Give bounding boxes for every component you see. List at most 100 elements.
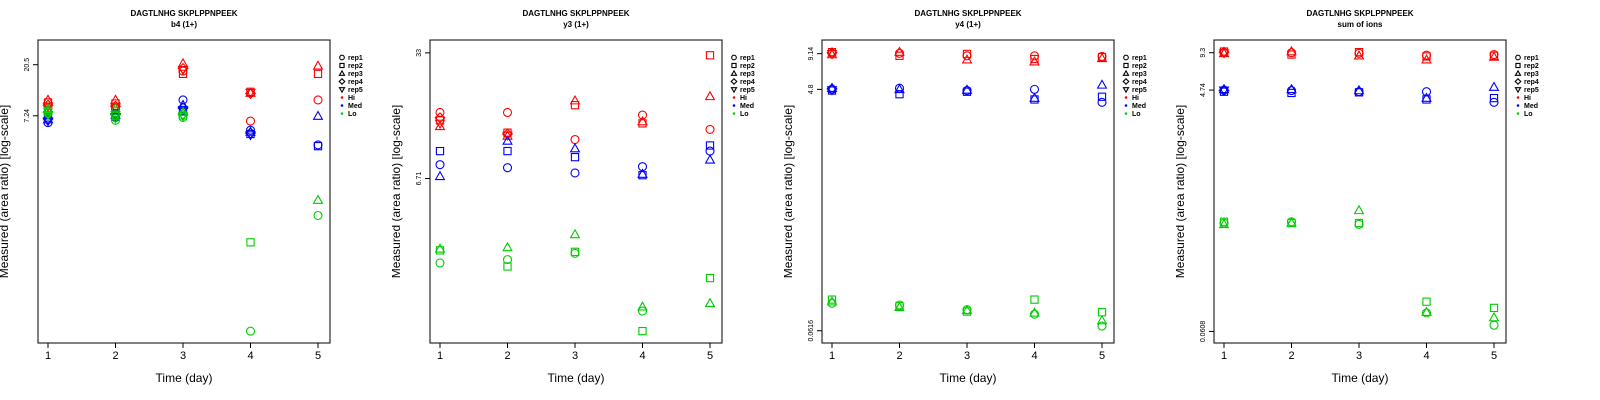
data-point-lo-rep2 bbox=[1422, 297, 1431, 306]
legend-marker-rep1 bbox=[1515, 54, 1521, 61]
legend-label: rep5 bbox=[348, 87, 363, 94]
data-point-lo-rep3 bbox=[961, 304, 973, 315]
data-point-med-rep4 bbox=[42, 113, 54, 125]
x-tick-label: 2 bbox=[896, 350, 902, 362]
chart-title: DAGTLNHG SKPLPPNPEEK bbox=[914, 9, 1021, 18]
data-point-lo-rep3 bbox=[826, 295, 838, 306]
x-tick-label: 4 bbox=[1031, 350, 1037, 362]
data-point-hi-rep3 bbox=[434, 120, 446, 131]
data-point-lo-rep2 bbox=[705, 273, 715, 283]
legend-marker-rep2 bbox=[1123, 62, 1129, 69]
data-point-med-rep2 bbox=[1489, 93, 1499, 103]
legend-label: Hi bbox=[740, 95, 747, 102]
data-point-lo-rep2 bbox=[1489, 303, 1499, 313]
legend-dot-med bbox=[732, 104, 736, 107]
data-point-med-rep1 bbox=[1489, 97, 1499, 107]
x-axis-label: Time (day) bbox=[940, 371, 997, 385]
data-point-med-rep1 bbox=[637, 162, 648, 172]
y-tick-label: 6.71 bbox=[416, 172, 423, 186]
data-point-lo-rep5 bbox=[177, 112, 189, 122]
legend-label: rep5 bbox=[740, 87, 755, 94]
legend-dot-hi bbox=[340, 96, 344, 99]
data-point-lo-rep1 bbox=[1029, 309, 1040, 319]
legend-marker-rep3 bbox=[1122, 69, 1130, 76]
data-point-lo-rep3 bbox=[1353, 204, 1365, 215]
data-point-lo-rep5 bbox=[42, 110, 54, 121]
y-tick-label: 4.74 bbox=[1200, 83, 1207, 97]
plot-frame bbox=[1213, 39, 1507, 344]
legend-label: rep2 bbox=[740, 63, 755, 70]
y-tick-label: 0.0616 bbox=[808, 320, 815, 342]
legend-marker-rep1 bbox=[731, 54, 737, 61]
data-point-lo-rep2 bbox=[1030, 295, 1039, 304]
legend-marker-rep5 bbox=[1122, 87, 1130, 94]
data-point-lo-rep2 bbox=[1354, 218, 1364, 228]
plot-frame bbox=[821, 39, 1115, 344]
legend-label: Med bbox=[1524, 103, 1538, 110]
data-point-hi-rep5 bbox=[245, 88, 256, 99]
x-tick-label: 3 bbox=[572, 350, 578, 362]
legend-marker-rep5 bbox=[1514, 87, 1522, 94]
legend-marker-rep3 bbox=[730, 69, 738, 76]
data-point-med-rep1 bbox=[435, 160, 445, 170]
y-axis-label: Measured (area ratio) [log-scale] bbox=[392, 105, 403, 278]
data-point-med-rep2 bbox=[570, 152, 580, 162]
data-point-hi-rep5 bbox=[502, 131, 513, 142]
legend-marker-rep4 bbox=[1514, 77, 1522, 86]
legend-label: rep2 bbox=[1132, 63, 1147, 70]
legend-dot-hi bbox=[1124, 96, 1128, 99]
data-point-hi-rep5 bbox=[434, 119, 446, 130]
legend-marker-rep2 bbox=[731, 62, 737, 69]
data-point-med-rep3 bbox=[569, 142, 581, 153]
x-tick-label: 5 bbox=[1099, 350, 1105, 362]
data-point-lo-rep5 bbox=[110, 114, 121, 124]
data-point-med-rep3 bbox=[1421, 92, 1432, 102]
legend-marker-rep3 bbox=[338, 69, 346, 76]
data-point-med-rep2 bbox=[313, 142, 323, 151]
legend-label: Med bbox=[740, 103, 754, 110]
x-axis-label: Time (day) bbox=[548, 371, 605, 385]
data-points bbox=[42, 57, 324, 336]
data-point-med-rep1 bbox=[1029, 84, 1040, 94]
y-tick-label: 9.14 bbox=[808, 47, 815, 61]
plot-frame bbox=[37, 39, 331, 344]
data-point-hi-rep3 bbox=[312, 60, 324, 70]
x-tick-label: 4 bbox=[1423, 350, 1429, 362]
legend-label: rep5 bbox=[1524, 87, 1539, 94]
legend-marker-rep1 bbox=[1123, 54, 1129, 61]
data-point-med-rep3 bbox=[894, 83, 905, 94]
data-point-lo-rep1 bbox=[435, 258, 445, 268]
data-point-lo-rep3 bbox=[1029, 307, 1040, 317]
chart-title: DAGTLNHG SKPLPPNPEEK bbox=[522, 9, 629, 18]
chart-subtitle: y4 (1+) bbox=[955, 20, 981, 29]
y-axis-label: Measured (area ratio) [log-scale] bbox=[784, 105, 795, 278]
legend-dot-hi bbox=[1516, 96, 1520, 99]
data-point-hi-rep3 bbox=[1286, 45, 1297, 56]
chart-title: DAGTLNHG SKPLPPNPEEK bbox=[1306, 9, 1413, 18]
data-point-hi-rep2 bbox=[705, 51, 715, 60]
y-tick-label: 20.5 bbox=[24, 58, 31, 72]
y-axis-label: Measured (area ratio) [log-scale] bbox=[1176, 105, 1187, 278]
data-point-lo-rep3 bbox=[110, 102, 121, 113]
data-point-lo-rep1 bbox=[502, 255, 513, 265]
legend-dot-med bbox=[1516, 104, 1520, 107]
data-point-hi-rep3 bbox=[961, 53, 973, 64]
data-point-med-rep3 bbox=[1488, 81, 1500, 91]
legend-marker-rep4 bbox=[338, 77, 346, 86]
legend-label: rep2 bbox=[1524, 63, 1539, 70]
chart-subtitle: y3 (1+) bbox=[563, 20, 589, 29]
data-point-hi-rep1 bbox=[313, 95, 323, 105]
legend-label: Hi bbox=[348, 95, 355, 102]
data-point-hi-rep3 bbox=[894, 46, 905, 56]
data-point-lo-rep4 bbox=[109, 109, 122, 121]
legend-label: rep3 bbox=[740, 71, 755, 78]
data-point-hi-rep2 bbox=[178, 69, 188, 79]
legend-label: rep1 bbox=[1132, 55, 1147, 62]
data-point-lo-rep2 bbox=[246, 238, 255, 247]
data-points bbox=[826, 46, 1108, 331]
legend-dot-med bbox=[340, 104, 344, 107]
data-point-med-rep1 bbox=[178, 95, 188, 105]
data-point-lo-rep3 bbox=[894, 301, 905, 312]
